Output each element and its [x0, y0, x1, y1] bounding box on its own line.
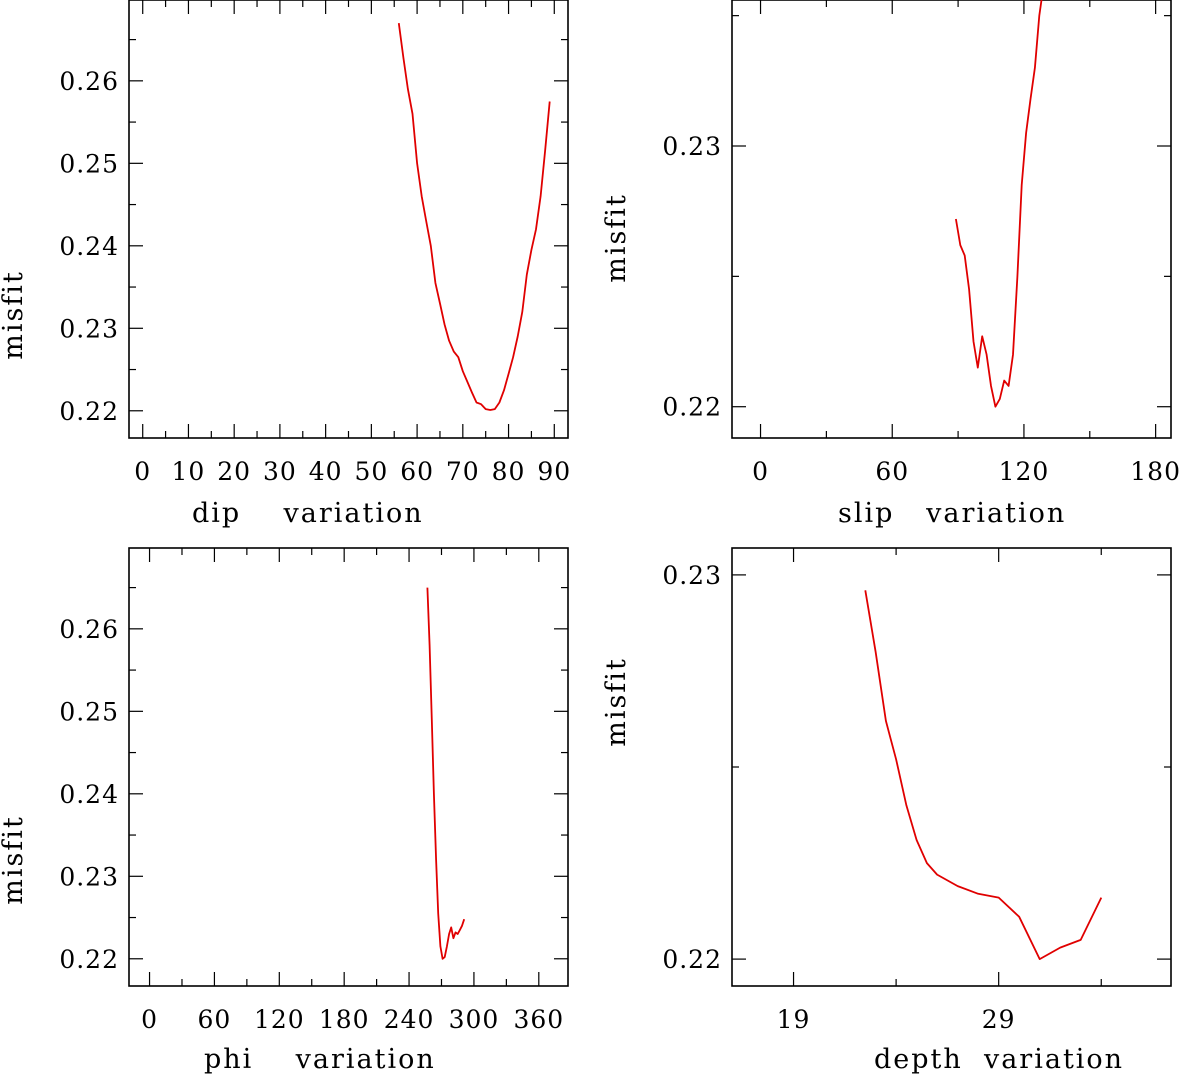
y-axis-label: misfit [601, 193, 632, 283]
x-tick-label: 240 [384, 1005, 435, 1034]
x-tick-label: 20 [217, 457, 251, 486]
plot-frame [128, 0, 569, 439]
y-tick-label: 0.22 [59, 945, 119, 974]
y-tick-labels: 0.22 0.23 0.24 0.25 0.26 [59, 67, 119, 426]
y-tick-label: 0.23 [662, 561, 722, 590]
x-tick-label: 30 [263, 457, 297, 486]
x-axis-label: slip variation [838, 498, 1066, 529]
x-tick-label: 10 [172, 457, 206, 486]
tick-marks [129, 548, 568, 986]
y-tick-label: 0.24 [59, 780, 119, 809]
x-tick-label: 29 [982, 1005, 1016, 1034]
y-tick-label: 0.26 [59, 67, 119, 96]
plot-frame [128, 547, 569, 987]
x-tick-labels: 0 60 120 180 240 300 360 [141, 1005, 564, 1034]
x-axis-label: dip variation [192, 498, 424, 529]
x-tick-label: 80 [492, 457, 526, 486]
y-tick-label: 0.23 [59, 314, 119, 343]
y-tick-label: 0.25 [59, 149, 119, 178]
x-tick-labels: 0 60 120 180 [752, 457, 1181, 486]
x-tick-label: 0 [752, 457, 769, 486]
plot-frame [731, 0, 1172, 439]
misfit-curve [864, 590, 1103, 960]
x-axis-label: depth variation [874, 1044, 1124, 1075]
tick-marks [129, 0, 568, 438]
y-tick-label: 0.25 [59, 697, 119, 726]
x-tick-label: 40 [309, 457, 343, 486]
x-tick-label: 60 [198, 1005, 232, 1034]
y-tick-label: 0.24 [59, 232, 119, 261]
y-tick-label: 0.23 [662, 132, 722, 161]
y-axis-label: misfit [0, 270, 29, 360]
y-axis-label: misfit [0, 815, 29, 905]
x-tick-label: 19 [777, 1005, 811, 1034]
x-tick-label: 0 [141, 1005, 158, 1034]
x-tick-label: 300 [449, 1005, 500, 1034]
plot-frame [731, 547, 1172, 987]
y-tick-label: 0.22 [662, 945, 722, 974]
y-tick-labels: 0.22 0.23 0.24 0.25 0.26 [59, 615, 119, 974]
misfit-curve [955, 0, 1043, 408]
misfit-curve [426, 587, 466, 960]
x-tick-label: 120 [999, 457, 1050, 486]
y-tick-labels: 0.22 0.23 [662, 132, 722, 422]
panel-phi: 0.220.230.240.250.26 0 60 120 180 240 300 360 … [0, 547, 569, 1075]
panel-slip: 0.22 0.23 0 60 120 180 slip variation misfit [601, 0, 1181, 529]
x-tick-labels: 0 10 20 30 40 50 60 70 80 90 [134, 457, 571, 486]
y-tick-label: 0.22 [59, 397, 119, 426]
x-tick-label: 180 [319, 1005, 370, 1034]
x-tick-label: 360 [513, 1005, 564, 1034]
x-tick-labels: 19 29 [777, 1005, 1016, 1034]
y-axis-label: misfit [601, 657, 632, 747]
x-tick-label: 70 [446, 457, 480, 486]
tick-marks [732, 548, 1171, 986]
x-tick-label: 0 [134, 457, 151, 486]
panel-depth: 0.220.23 19 29 depth variation misfit [601, 547, 1172, 1075]
x-tick-label: 60 [875, 457, 909, 486]
y-tick-label: 0.23 [59, 862, 119, 891]
tick-marks [732, 0, 1171, 438]
misfit-curve [397, 22, 551, 411]
x-tick-label: 120 [254, 1005, 305, 1034]
x-tick-label: 60 [400, 457, 434, 486]
y-tick-labels: 0.22 0.23 [662, 561, 722, 974]
x-tick-label: 180 [1130, 457, 1181, 486]
y-tick-label: 0.26 [59, 615, 119, 644]
x-tick-label: 50 [354, 457, 388, 486]
y-tick-label: 0.22 [662, 393, 722, 422]
panel-dip: 0.22 0.23 0.24 0.25 0.26 0 10 20 30 40 50 60 70 80 90… [0, 0, 571, 529]
x-tick-label: 90 [537, 457, 571, 486]
x-axis-label: phi variation [204, 1044, 436, 1075]
